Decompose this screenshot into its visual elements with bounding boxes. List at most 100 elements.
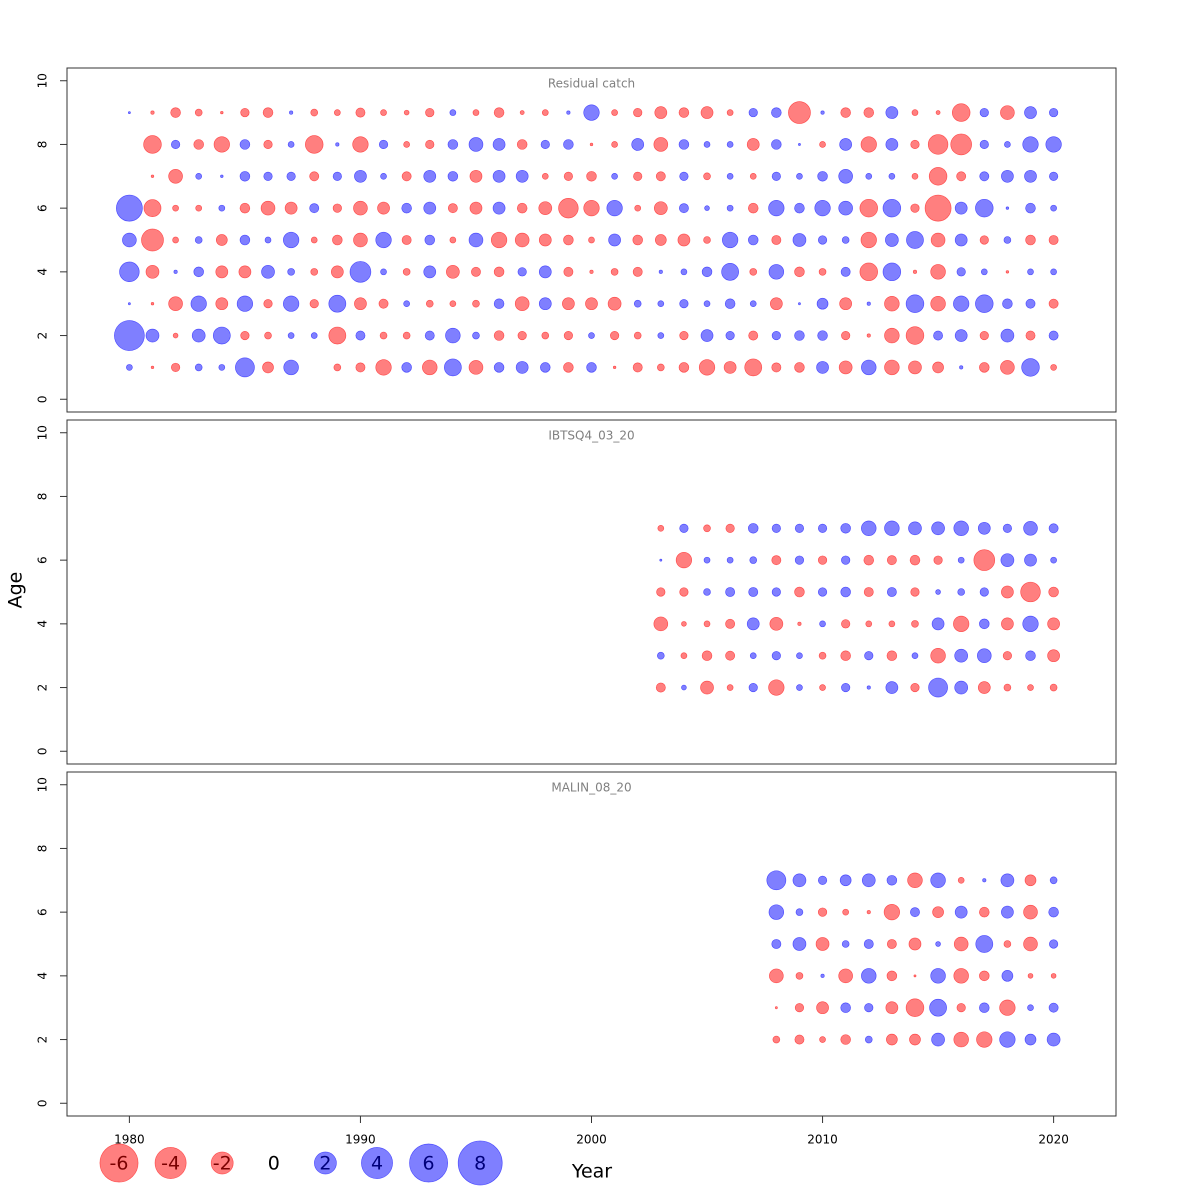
residual-bubble (979, 330, 989, 341)
residual-bubble (334, 109, 341, 116)
residual-bubble (703, 141, 711, 148)
legend-label: -4 (161, 1153, 180, 1175)
residual-bubble (352, 136, 369, 153)
residual-bubble (679, 523, 689, 533)
residual-bubble (330, 265, 344, 279)
residual-bubble (929, 998, 947, 1017)
residual-bubble (817, 330, 828, 341)
residual-bubble (956, 1003, 966, 1013)
residual-bubble (1025, 234, 1036, 246)
residual-bubble (515, 169, 529, 183)
residual-bubble (954, 233, 968, 247)
residual-bubble (493, 362, 505, 373)
residual-bubble (909, 554, 921, 566)
residual-bubble (861, 359, 877, 376)
residual-bubble (771, 651, 781, 661)
residual-bubble (882, 198, 902, 218)
legend-label: -2 (213, 1153, 232, 1175)
residual-bubble (1021, 358, 1040, 377)
residual-bubble (514, 232, 530, 248)
residual-bubble (402, 331, 411, 340)
legend-bubble (361, 1147, 393, 1179)
residual-bubble (703, 524, 711, 533)
residual-bubble (863, 107, 875, 118)
y-axis-label: Age (5, 572, 27, 609)
residual-bubble (726, 172, 734, 180)
residual-bubble (840, 107, 851, 118)
residual-bubble (979, 618, 990, 630)
residual-bubble (768, 904, 785, 920)
residual-bubble (842, 908, 849, 916)
residual-bubble (953, 615, 970, 632)
residual-bubble (816, 1001, 829, 1015)
residual-bubble (612, 365, 617, 370)
residual-bubble (954, 329, 968, 342)
residual-bubble (859, 262, 878, 282)
residual-bubble (519, 110, 525, 115)
residual-bubble (263, 139, 273, 150)
residual-bubble (190, 295, 207, 312)
residual-bubble (979, 171, 990, 182)
residual-bubble (748, 587, 759, 597)
residual-bubble (260, 200, 276, 216)
residual-bubble (1000, 553, 1015, 567)
y-tick-label: 2 (36, 1036, 50, 1044)
residual-bubble (886, 555, 897, 566)
residual-bubble (794, 362, 805, 373)
residual-bubble (261, 265, 275, 279)
residual-bubble (236, 295, 254, 312)
residual-bubble (749, 556, 758, 564)
residual-bubble (930, 968, 946, 984)
residual-bubble (838, 169, 853, 184)
residual-bubble (1048, 330, 1059, 341)
legend-bubble (99, 1143, 139, 1183)
residual-bubble (235, 357, 255, 378)
residual-bubble (794, 330, 805, 341)
residual-bubble (838, 968, 853, 984)
residual-bubble (818, 268, 827, 276)
residual-bubble (768, 200, 785, 217)
residual-bubble (928, 167, 948, 186)
residual-bubble (1023, 936, 1038, 952)
residual-bubble (979, 235, 989, 245)
residual-bubble (905, 326, 925, 345)
residual-bubble (863, 587, 874, 597)
residual-bubble (287, 332, 295, 339)
residual-bubble (723, 361, 737, 374)
residual-bubble (748, 108, 758, 118)
residual-bubble (1049, 683, 1058, 692)
residual-bubble (657, 524, 665, 532)
residual-bubble (220, 174, 224, 178)
residual-bubble (794, 1003, 805, 1013)
residual-bubble (726, 109, 734, 116)
y-tick-label: 10 (36, 73, 50, 88)
residual-bubble (935, 941, 941, 947)
residual-bubble (173, 269, 178, 274)
residual-bubble (976, 1031, 993, 1048)
residual-bubble (769, 968, 784, 984)
residual-bubble (840, 1034, 851, 1045)
residual-bubble (493, 298, 505, 309)
residual-bubble (935, 110, 941, 115)
residual-bubble (631, 138, 645, 151)
residual-bubble (633, 171, 643, 181)
residual-bubble (1003, 236, 1012, 244)
residual-bubble (380, 109, 387, 116)
residual-bubble (866, 301, 871, 306)
residual-bubble (865, 172, 873, 180)
residual-bubble (953, 968, 969, 984)
residual-bubble (771, 235, 782, 245)
residual-bubble (975, 935, 994, 953)
residual-bubble (468, 360, 484, 375)
residual-bubble (959, 365, 964, 370)
residual-bubble (170, 107, 181, 118)
residual-bubble (838, 200, 853, 216)
residual-bubble (911, 172, 919, 180)
residual-bubble (771, 939, 782, 949)
x-tick-label: 2020 (1038, 1133, 1069, 1147)
residual-bubble (145, 328, 160, 343)
legend-label: 6 (423, 1153, 435, 1175)
residual-bubble (788, 101, 811, 124)
residual-bubble (817, 171, 828, 182)
residual-bubble (447, 171, 459, 182)
